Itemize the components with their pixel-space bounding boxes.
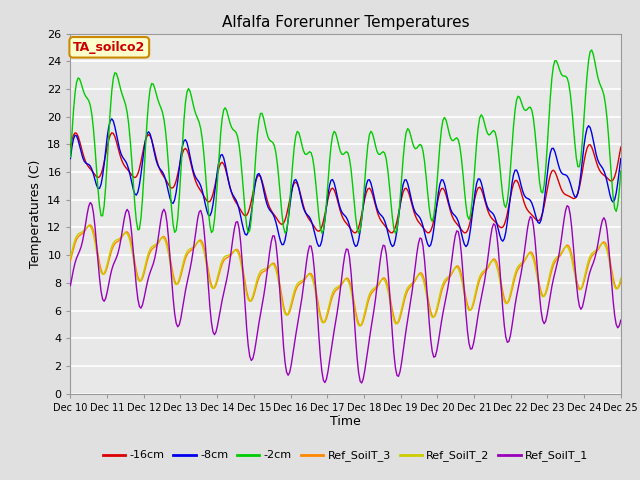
Ref_SoilT_2 <box>232 247 240 253</box>
Ref_SoilT_2 <box>589 250 597 255</box>
Y-axis label: Temperatures (C): Temperatures (C) <box>29 159 42 268</box>
-2cm <box>230 128 238 133</box>
-16cm <box>136 166 143 172</box>
-8cm <box>108 116 116 122</box>
Title: Alfalfa Forerunner Temperatures: Alfalfa Forerunner Temperatures <box>222 15 469 30</box>
-2cm <box>249 197 257 203</box>
Ref_SoilT_2 <box>260 266 268 272</box>
-2cm <box>134 227 141 233</box>
Ref_SoilT_1 <box>136 303 143 309</box>
-8cm <box>136 182 143 188</box>
Ref_SoilT_2 <box>67 254 74 260</box>
X-axis label: Time: Time <box>330 415 361 429</box>
-8cm <box>617 156 625 161</box>
Text: TA_soilco2: TA_soilco2 <box>73 41 145 54</box>
Ref_SoilT_2 <box>85 223 93 229</box>
-2cm <box>617 168 625 174</box>
-8cm <box>232 197 240 203</box>
Line: -8cm: -8cm <box>70 119 621 247</box>
-2cm <box>307 150 315 156</box>
Ref_SoilT_3 <box>308 273 316 279</box>
Ref_SoilT_1 <box>589 260 597 266</box>
Line: -16cm: -16cm <box>70 133 621 233</box>
Line: Ref_SoilT_1: Ref_SoilT_1 <box>70 203 621 383</box>
Ref_SoilT_1 <box>308 251 316 256</box>
Ref_SoilT_2 <box>617 276 625 281</box>
Ref_SoilT_1 <box>260 294 268 300</box>
Ref_SoilT_1 <box>250 349 258 355</box>
Ref_SoilT_3 <box>617 278 625 284</box>
Ref_SoilT_1 <box>86 200 94 205</box>
-8cm <box>260 187 268 193</box>
-8cm <box>67 156 74 161</box>
-8cm <box>250 187 258 192</box>
-16cm <box>308 221 316 227</box>
Ref_SoilT_3 <box>589 252 597 257</box>
-16cm <box>108 130 116 136</box>
-8cm <box>462 244 470 250</box>
Ref_SoilT_3 <box>250 291 258 297</box>
Ref_SoilT_2 <box>356 323 364 329</box>
Legend: -16cm, -8cm, -2cm, Ref_SoilT_3, Ref_SoilT_2, Ref_SoilT_1: -16cm, -8cm, -2cm, Ref_SoilT_3, Ref_Soil… <box>99 446 593 466</box>
Ref_SoilT_3 <box>260 269 268 275</box>
Ref_SoilT_2 <box>308 277 316 283</box>
Ref_SoilT_3 <box>232 247 240 252</box>
-8cm <box>308 222 316 228</box>
-2cm <box>67 154 74 160</box>
-16cm <box>260 183 268 189</box>
-8cm <box>589 137 597 143</box>
Ref_SoilT_1 <box>617 317 625 323</box>
-2cm <box>392 230 399 236</box>
Ref_SoilT_1 <box>67 283 74 288</box>
Ref_SoilT_3 <box>356 323 364 329</box>
-16cm <box>352 230 360 236</box>
Ref_SoilT_1 <box>232 219 240 225</box>
-16cm <box>617 144 625 150</box>
-2cm <box>589 51 597 57</box>
-16cm <box>250 183 258 189</box>
-16cm <box>232 200 240 205</box>
-2cm <box>258 110 266 116</box>
Line: -2cm: -2cm <box>70 50 621 233</box>
-2cm <box>588 47 595 53</box>
-16cm <box>589 148 597 154</box>
Ref_SoilT_3 <box>86 222 94 228</box>
Line: Ref_SoilT_3: Ref_SoilT_3 <box>70 225 621 326</box>
Ref_SoilT_3 <box>67 258 74 264</box>
Ref_SoilT_2 <box>250 287 258 293</box>
Ref_SoilT_3 <box>136 277 143 283</box>
Line: Ref_SoilT_2: Ref_SoilT_2 <box>70 226 621 326</box>
Ref_SoilT_2 <box>136 278 143 284</box>
-16cm <box>67 144 74 150</box>
Ref_SoilT_1 <box>358 380 365 386</box>
